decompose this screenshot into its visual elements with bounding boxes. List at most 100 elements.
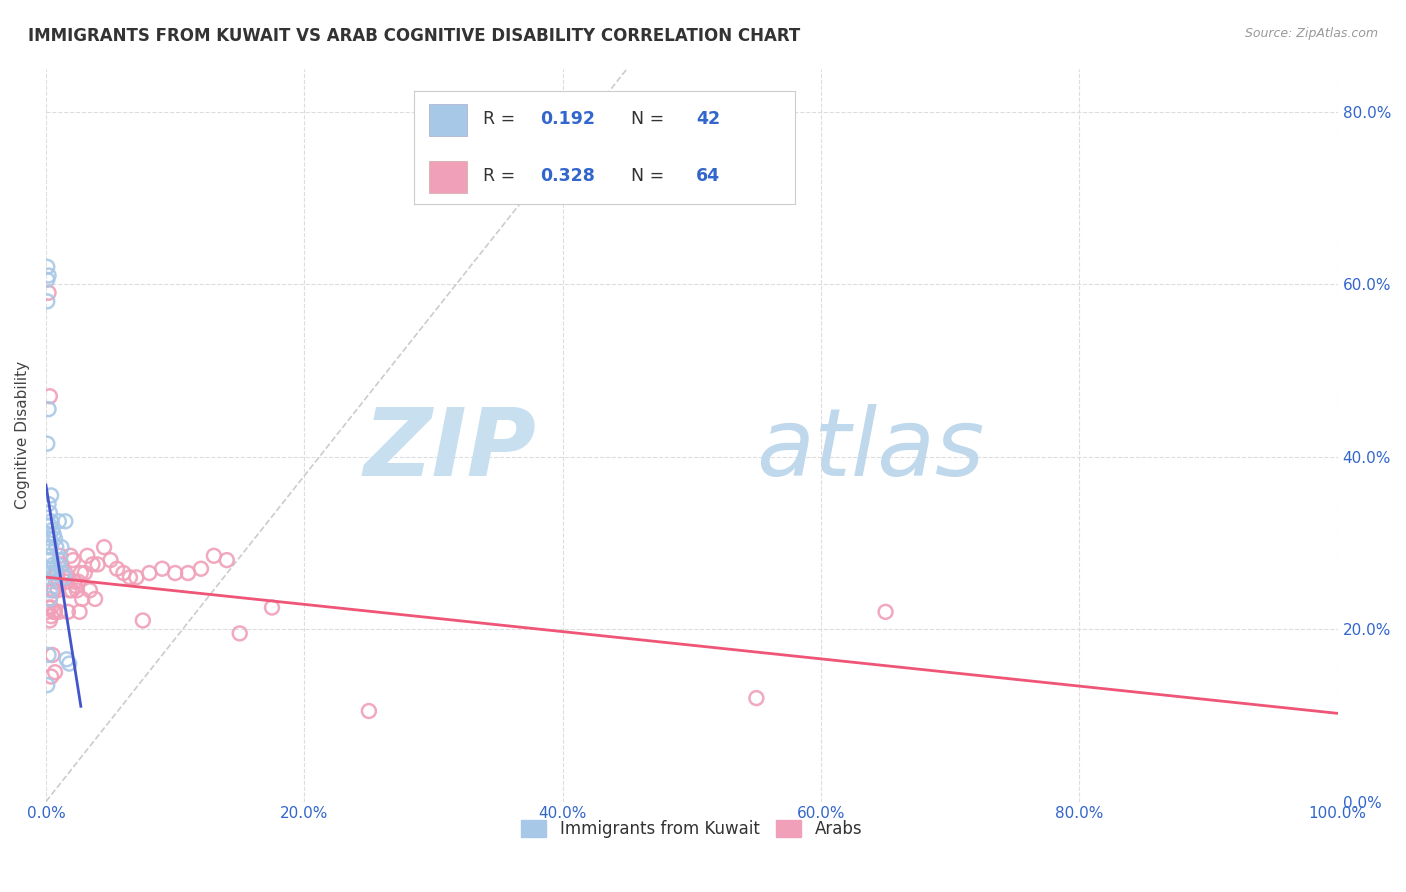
Point xyxy=(58,657,80,671)
Point xyxy=(38,553,60,567)
Point xyxy=(44,605,66,619)
Point xyxy=(37,273,59,287)
Point xyxy=(260,600,283,615)
Point xyxy=(38,549,60,563)
Point xyxy=(39,669,62,683)
Point xyxy=(37,436,59,450)
Point xyxy=(38,389,60,403)
Point xyxy=(46,558,69,572)
Point xyxy=(56,605,79,619)
Point xyxy=(45,566,67,580)
Point xyxy=(38,527,60,541)
Point xyxy=(37,678,59,692)
Point xyxy=(38,574,60,589)
Point xyxy=(53,570,76,584)
Point xyxy=(48,574,70,589)
Point xyxy=(112,566,135,580)
Point xyxy=(53,570,76,584)
Point xyxy=(38,562,60,576)
Text: ZIP: ZIP xyxy=(364,404,537,496)
Point xyxy=(150,562,173,576)
Point xyxy=(132,614,155,628)
Point xyxy=(44,665,66,680)
Point xyxy=(357,704,380,718)
Point xyxy=(70,591,93,606)
Point xyxy=(53,566,76,580)
Point xyxy=(51,558,73,572)
Point xyxy=(49,553,72,567)
Point xyxy=(105,562,128,576)
Legend: Immigrants from Kuwait, Arabs: Immigrants from Kuwait, Arabs xyxy=(515,813,869,845)
Point xyxy=(38,600,60,615)
Point xyxy=(41,583,63,598)
Point xyxy=(38,518,60,533)
Point xyxy=(38,532,60,546)
Point xyxy=(62,553,84,567)
Point xyxy=(93,540,115,554)
Point xyxy=(38,591,60,606)
Point xyxy=(67,574,90,589)
Point xyxy=(51,540,73,554)
Point xyxy=(39,609,62,624)
Point xyxy=(38,402,60,417)
Point xyxy=(52,566,75,580)
Point xyxy=(38,540,60,554)
Point xyxy=(37,260,59,274)
Point xyxy=(55,652,77,666)
Point xyxy=(745,691,768,706)
Point xyxy=(118,570,141,584)
Point xyxy=(39,600,62,615)
Point xyxy=(63,574,86,589)
Point xyxy=(82,558,104,572)
Point xyxy=(45,574,67,589)
Point xyxy=(70,566,93,580)
Point xyxy=(190,562,212,576)
Point xyxy=(69,605,91,619)
Point xyxy=(38,506,60,520)
Point xyxy=(42,527,65,541)
Point xyxy=(49,549,72,563)
Point xyxy=(66,583,89,598)
Point xyxy=(42,583,65,598)
Point xyxy=(46,566,69,580)
Point xyxy=(165,566,187,580)
Point xyxy=(58,583,80,598)
Point xyxy=(44,566,66,580)
Point xyxy=(73,566,96,580)
Point xyxy=(53,514,76,528)
Point xyxy=(38,566,60,580)
Point xyxy=(52,566,75,580)
Point xyxy=(38,540,60,554)
Point xyxy=(202,549,225,563)
Point xyxy=(41,562,63,576)
Point xyxy=(177,566,200,580)
Point xyxy=(48,514,70,528)
Y-axis label: Cognitive Disability: Cognitive Disability xyxy=(15,361,30,509)
Text: atlas: atlas xyxy=(756,404,984,495)
Point xyxy=(38,648,60,662)
Point xyxy=(38,268,60,283)
Text: Source: ZipAtlas.com: Source: ZipAtlas.com xyxy=(1244,27,1378,40)
Point xyxy=(138,566,160,580)
Point xyxy=(39,549,62,563)
Point xyxy=(39,514,62,528)
Point xyxy=(100,553,122,567)
Point xyxy=(215,553,238,567)
Text: IMMIGRANTS FROM KUWAIT VS ARAB COGNITIVE DISABILITY CORRELATION CHART: IMMIGRANTS FROM KUWAIT VS ARAB COGNITIVE… xyxy=(28,27,800,45)
Point xyxy=(38,614,60,628)
Point xyxy=(86,558,108,572)
Point xyxy=(44,532,66,546)
Point xyxy=(37,605,59,619)
Point xyxy=(46,583,69,598)
Point xyxy=(42,558,65,572)
Point xyxy=(59,549,82,563)
Point xyxy=(41,523,63,537)
Point xyxy=(45,540,67,554)
Point xyxy=(875,605,897,619)
Point xyxy=(39,540,62,554)
Point xyxy=(76,549,98,563)
Point xyxy=(60,583,83,598)
Point xyxy=(38,591,60,606)
Point xyxy=(48,605,70,619)
Point xyxy=(65,579,87,593)
